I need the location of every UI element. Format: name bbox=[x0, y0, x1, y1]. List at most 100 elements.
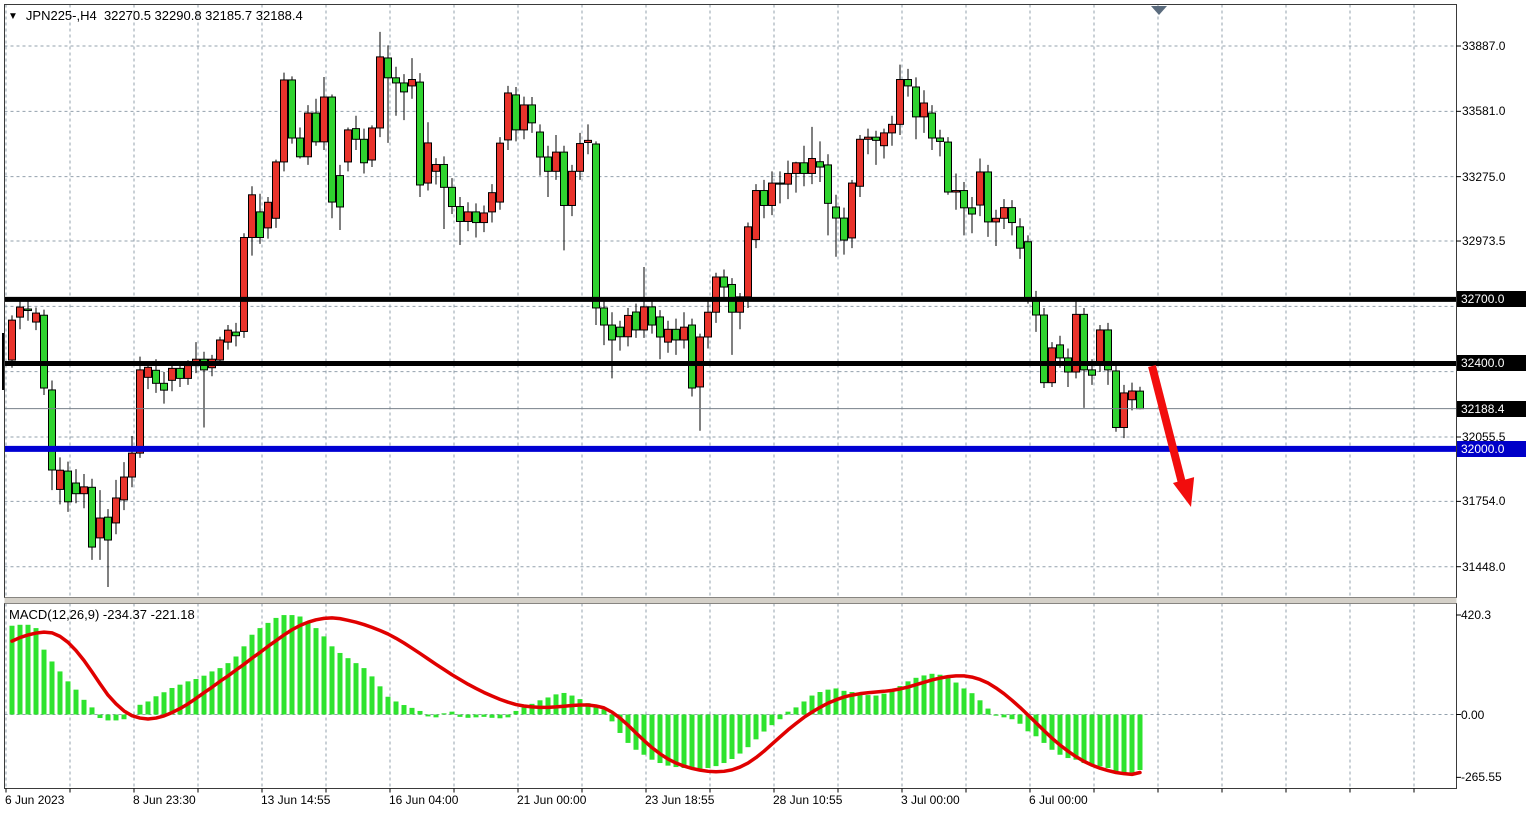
candle-body-bear[interactable] bbox=[544, 156, 552, 172]
candle-body-bull[interactable] bbox=[1000, 207, 1008, 219]
candle-body-bull[interactable] bbox=[248, 194, 256, 239]
candle-body-bear[interactable] bbox=[912, 86, 920, 118]
price-level-box-32400.0[interactable]: 32400.0 bbox=[1457, 355, 1526, 372]
candle-body-bull[interactable] bbox=[96, 517, 104, 539]
candle-body-bear[interactable] bbox=[1104, 329, 1112, 371]
candle-body-bull[interactable] bbox=[344, 129, 352, 163]
candle-body-bull[interactable] bbox=[464, 211, 472, 222]
candle-body-bull[interactable] bbox=[520, 104, 528, 131]
candle-body-bull[interactable] bbox=[992, 217, 1000, 223]
candle-body-bull[interactable] bbox=[864, 136, 872, 140]
candle-body-bull[interactable] bbox=[664, 328, 672, 343]
candle-body-bear[interactable] bbox=[608, 324, 616, 341]
candle-body-bear[interactable] bbox=[40, 314, 48, 389]
candle-body-bear[interactable] bbox=[48, 389, 56, 471]
candle-body-bull[interactable] bbox=[184, 365, 192, 379]
candle-body-bear[interactable] bbox=[944, 141, 952, 193]
candle-body-bear[interactable] bbox=[872, 136, 880, 141]
sell-arrow-head[interactable] bbox=[1172, 477, 1195, 507]
candle-body-bear[interactable] bbox=[232, 331, 240, 337]
candle-body-bear[interactable] bbox=[64, 470, 72, 503]
candle-body-bear[interactable] bbox=[1024, 241, 1032, 299]
candle-body-bull[interactable] bbox=[504, 92, 512, 141]
candle-body-bear[interactable] bbox=[968, 207, 976, 215]
candle-body-bear[interactable] bbox=[328, 96, 336, 203]
collapse-triangle-icon[interactable]: ▼ bbox=[8, 11, 18, 22]
candle-body-bull[interactable] bbox=[736, 296, 744, 313]
candle-body-bull[interactable] bbox=[128, 452, 136, 478]
candle-body-bear[interactable] bbox=[936, 137, 944, 142]
candle-body-bull[interactable] bbox=[808, 158, 816, 174]
candle-body-bear[interactable] bbox=[656, 316, 664, 338]
panel-splitter[interactable] bbox=[4, 597, 1457, 604]
candle-body-bear[interactable] bbox=[352, 128, 360, 140]
candle-body-bull[interactable] bbox=[224, 329, 232, 343]
candle-body-bull[interactable] bbox=[848, 182, 856, 239]
candle-body-bull[interactable] bbox=[712, 276, 720, 313]
candle-body-bull[interactable] bbox=[240, 237, 248, 332]
candle-body-bear[interactable] bbox=[416, 81, 424, 186]
candle-body-bear[interactable] bbox=[1016, 226, 1024, 249]
candle-body-bear[interactable] bbox=[360, 138, 368, 164]
candle-body-bull[interactable] bbox=[480, 212, 488, 224]
candle-body-bull[interactable] bbox=[112, 497, 120, 524]
candle-body-bear[interactable] bbox=[456, 206, 464, 222]
candle-body-bull[interactable] bbox=[136, 369, 144, 454]
candle-body-bear[interactable] bbox=[1008, 207, 1016, 224]
candle-body-bear[interactable] bbox=[312, 112, 320, 143]
candle-body-bear[interactable] bbox=[816, 161, 824, 168]
candle-body-bull[interactable] bbox=[144, 366, 152, 378]
candle-body-bull[interactable] bbox=[704, 311, 712, 338]
candle-body-bull[interactable] bbox=[488, 192, 496, 213]
candle-body-bull[interactable] bbox=[304, 112, 312, 158]
candle-body-bull[interactable] bbox=[320, 96, 328, 143]
candle-body-bear[interactable] bbox=[336, 175, 344, 208]
candle-body-bear[interactable] bbox=[176, 367, 184, 379]
candle-body-bear[interactable] bbox=[152, 369, 160, 384]
candle-body-bear[interactable] bbox=[160, 382, 168, 391]
candle-body-bull[interactable] bbox=[32, 312, 40, 323]
candle-body-bull[interactable] bbox=[976, 171, 984, 206]
candle-body-bear[interactable] bbox=[384, 57, 392, 79]
candle-body-bear[interactable] bbox=[960, 190, 968, 209]
candle-body-bull[interactable] bbox=[80, 486, 88, 495]
candle-body-bull[interactable] bbox=[216, 339, 224, 361]
candle-body-bear[interactable] bbox=[24, 308, 32, 312]
candle-body-bear[interactable] bbox=[824, 164, 832, 204]
candle-body-bull[interactable] bbox=[952, 190, 960, 193]
candle-body-bull[interactable] bbox=[272, 161, 280, 219]
candle-body-bear[interactable] bbox=[72, 482, 80, 495]
candle-body-bear[interactable] bbox=[536, 131, 544, 158]
candle-body-bear[interactable] bbox=[600, 307, 608, 326]
sell-arrow-shaft[interactable] bbox=[1148, 365, 1187, 488]
candle-body-bull[interactable] bbox=[888, 123, 896, 134]
candle-body-bull[interactable] bbox=[768, 182, 776, 206]
candle-body-bear[interactable] bbox=[1056, 344, 1064, 359]
candle-body-bear[interactable] bbox=[1040, 314, 1048, 384]
candle-body-bull[interactable] bbox=[1128, 390, 1136, 401]
candle-body-bull[interactable] bbox=[408, 79, 416, 87]
candle-body-bull[interactable] bbox=[552, 151, 560, 172]
candle-body-bear[interactable] bbox=[760, 190, 768, 206]
candle-body-bear[interactable] bbox=[472, 211, 480, 224]
candle-body-bear[interactable] bbox=[440, 163, 448, 188]
candle-body-bull[interactable] bbox=[640, 306, 648, 331]
candle-body-bull[interactable] bbox=[8, 319, 16, 361]
candle-body-bull[interactable] bbox=[432, 163, 440, 172]
candle-body-bull[interactable] bbox=[792, 162, 800, 174]
candle-body-bear[interactable] bbox=[400, 82, 408, 93]
candle-body-bull[interactable] bbox=[1096, 329, 1104, 366]
candle-body-bull[interactable] bbox=[16, 306, 24, 318]
candle-body-bull[interactable] bbox=[368, 127, 376, 161]
candle-body-bear[interactable] bbox=[688, 324, 696, 389]
candle-body-bear[interactable] bbox=[1112, 370, 1120, 429]
candle-body-bear[interactable] bbox=[672, 328, 680, 341]
candle-body-bull[interactable] bbox=[264, 201, 272, 229]
candle-body-bear[interactable] bbox=[592, 143, 600, 309]
candle-body-bear[interactable] bbox=[616, 326, 624, 338]
candle-body-bear[interactable] bbox=[392, 77, 400, 84]
candle-body-bear[interactable] bbox=[928, 112, 936, 139]
candle-body-bear[interactable] bbox=[632, 311, 640, 331]
candle-body-bull[interactable] bbox=[280, 79, 288, 163]
